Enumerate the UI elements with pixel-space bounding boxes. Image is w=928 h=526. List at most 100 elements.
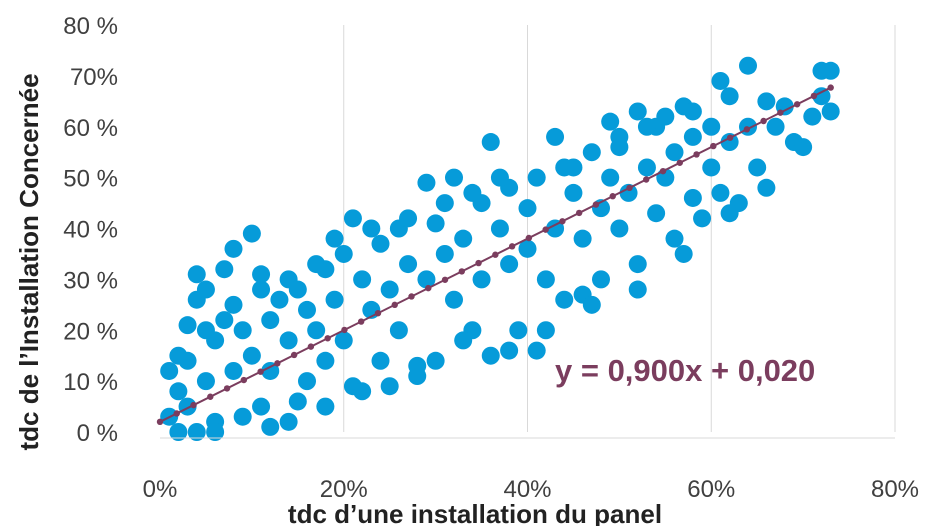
data-point [178,316,197,335]
y-tick-label: 60 % [63,115,118,142]
data-point [325,290,344,309]
x-axis-label: tdc d’une installation du panel [288,499,662,526]
data-point [674,244,693,263]
data-point [242,346,261,365]
trendline-marker [777,109,784,116]
trendline-marker [458,268,466,275]
data-point [334,244,353,263]
data-point [169,423,188,441]
data-point [757,178,776,197]
trendline [156,84,834,426]
y-axis-label: tdc de l’Installation Concernée [14,73,44,450]
trendline-marker [592,201,600,208]
data-point [693,209,712,228]
data-point [463,183,482,202]
data-point [610,127,629,146]
data-point [196,280,215,299]
trendline-marker [525,234,533,242]
data-point [334,331,353,350]
data-point [527,341,546,360]
data-point [601,168,620,187]
data-point [766,117,785,136]
data-point [481,133,500,152]
trendline-marker [425,284,432,292]
data-point [454,331,473,350]
data-point [417,270,436,289]
trendline-marker [190,401,197,409]
data-point [408,356,427,375]
data-point [215,311,234,330]
data-point [279,331,298,350]
data-point [187,423,206,441]
data-point [353,382,372,401]
x-tick-label: 80% [871,476,919,503]
data-point [279,412,298,431]
trendline-marker [257,368,264,375]
trendline-marker [324,335,331,342]
data-point [417,173,436,192]
trendline-marker [743,126,751,133]
data-point [555,158,574,177]
data-point [656,107,675,126]
data-point [196,372,215,391]
data-point [178,351,197,370]
data-point [196,321,215,340]
data-point [582,143,601,162]
y-tick-label: 20 % [63,318,118,345]
trendline-marker [207,393,214,400]
trendline-marker [643,176,650,183]
data-point [371,234,390,253]
trendline-marker [676,159,683,166]
data-point [665,229,684,248]
x-tick-label: 40% [503,476,551,503]
data-point [261,311,280,330]
data-point [665,143,684,162]
trendline-marker [827,84,834,91]
data-point [233,321,252,340]
y-tick-label: 50 % [63,166,118,193]
data-point [536,321,555,340]
data-point [546,127,565,146]
trendline-equation: y = 0,900x + 0,020 [555,353,815,388]
data-point [637,117,656,136]
data-point [739,56,757,75]
data-point [527,168,546,187]
y-tick-label: 80 % [63,13,118,40]
trendline-marker [693,151,700,158]
trendline-marker [173,410,180,417]
data-point [187,265,206,284]
data-point [536,270,555,289]
data-point [445,290,463,309]
trendline-marker [559,218,566,225]
trendline-marker [274,360,281,367]
data-point [224,239,243,258]
trendline-marker [575,209,583,217]
trendline-marker [542,226,549,233]
data-point [582,295,601,314]
x-tick-label: 20% [320,476,368,503]
data-point [500,341,519,360]
grid-lines [343,25,896,432]
data-point [481,346,500,365]
data-point [380,280,399,299]
data-point [647,204,666,223]
data-point [399,255,418,274]
data-point [160,361,179,380]
data-points [160,56,840,441]
data-point [298,300,316,319]
data-point [435,244,454,263]
data-point [490,219,509,238]
data-point [215,260,234,279]
trendline-marker [760,117,767,125]
data-point [748,158,767,177]
data-point [490,168,509,187]
data-point [720,133,739,152]
trendline-marker [240,376,248,384]
data-point [426,214,445,233]
trendline-marker [626,184,633,192]
data-point [252,280,271,299]
data-point [325,229,344,248]
data-point [435,194,454,213]
data-point [224,295,243,314]
